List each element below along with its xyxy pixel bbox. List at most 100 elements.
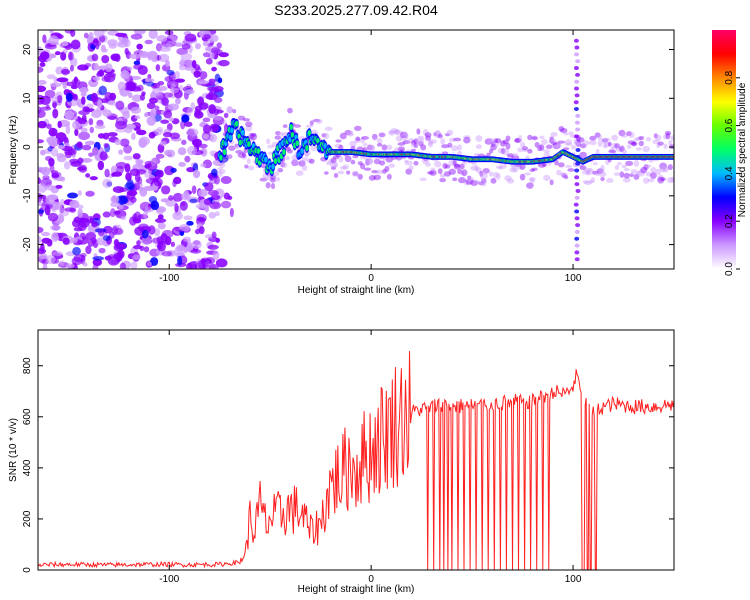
halo-blob: [567, 168, 575, 172]
noise-blob: [162, 92, 174, 98]
halo-blob: [265, 182, 271, 189]
halo-blob: [531, 167, 538, 171]
noise-blob: [38, 226, 44, 234]
noise-blob: [38, 183, 47, 193]
halo-blob: [420, 144, 427, 151]
noise-blob: [202, 40, 209, 47]
ridge-mid: [289, 123, 293, 130]
noise-blob: [154, 228, 161, 237]
halo-blob: [241, 151, 247, 159]
halo-blob: [399, 135, 408, 141]
noise-blob: [116, 195, 128, 205]
noise-blob: [197, 259, 209, 269]
halo-blob: [515, 137, 521, 143]
noise-blob: [38, 139, 45, 144]
halo-blob: [495, 172, 501, 180]
noise-blob: [178, 161, 186, 167]
noise-blob: [160, 185, 171, 195]
halo-blob: [609, 146, 615, 153]
ridge-mid: [256, 148, 261, 155]
halo-blob: [470, 180, 479, 186]
halo-blob: [411, 143, 417, 148]
noise-blob: [162, 131, 173, 138]
halo-blob: [419, 177, 427, 182]
noise-blob: [80, 127, 88, 133]
noise-blob: [136, 240, 141, 246]
noise-blob: [78, 164, 88, 173]
noise-blob: [158, 53, 170, 63]
noise-blob: [144, 39, 153, 45]
noise-blob: [77, 204, 84, 210]
halo-blob: [384, 166, 390, 172]
halo-blob: [650, 172, 657, 179]
noise-blob: [77, 190, 82, 196]
noise-blob: [172, 192, 183, 202]
halo-blob: [366, 144, 373, 151]
halo-blob: [518, 134, 523, 142]
noise-blob: [214, 73, 221, 82]
noise-blob: [174, 78, 186, 83]
halo-blob: [630, 169, 638, 174]
y-tick-label: 20: [22, 44, 33, 56]
halo-blob: [659, 165, 667, 173]
colorbar-tick-label: 0.6: [724, 118, 735, 132]
noise-blob: [70, 237, 78, 243]
halo-blob: [606, 177, 614, 183]
noise-blob: [119, 138, 130, 147]
halo-blob: [334, 143, 343, 149]
noise-blob: [148, 131, 156, 139]
ridge-mid: [316, 137, 320, 144]
noise-blob: [79, 217, 89, 224]
halo-blob: [418, 141, 424, 147]
halo-blob: [543, 152, 551, 157]
halo-blob: [543, 174, 551, 181]
halo-blob: [585, 170, 591, 176]
snr-y-axis: 0 200 400 600 800: [22, 357, 674, 573]
halo-blob: [416, 128, 421, 135]
noise-blob: [197, 80, 209, 85]
halo-blob: [376, 137, 383, 145]
halo-blob: [448, 168, 457, 175]
halo-blob: [608, 149, 617, 154]
noise-blob: [38, 177, 41, 185]
noise-blob: [91, 109, 102, 118]
noise-blob: [146, 102, 156, 110]
halo-blob: [363, 156, 372, 161]
noise-blob: [65, 263, 75, 269]
noise-blob: [144, 171, 152, 179]
noise-blob: [88, 118, 94, 126]
streak-blob: [573, 38, 579, 43]
halo-blob: [347, 130, 354, 136]
noise-blob: [161, 229, 174, 238]
halo-blob: [483, 168, 490, 175]
halo-blob: [554, 144, 559, 148]
halo-blob: [650, 167, 657, 174]
noise-blob: [130, 261, 138, 269]
noise-blob: [42, 263, 48, 269]
noise-blob: [211, 66, 217, 72]
noise-blob: [150, 200, 160, 211]
halo-blob: [545, 144, 553, 150]
noise-blob: [167, 103, 180, 111]
noise-blob: [181, 114, 190, 123]
halo-blob: [640, 166, 648, 174]
halo-blob: [517, 147, 524, 153]
noise-blob: [47, 146, 53, 152]
streak-blob: [574, 195, 580, 200]
noise-blob: [141, 236, 152, 246]
noise-blob: [118, 149, 124, 155]
ridge-mid: [271, 163, 275, 170]
halo-blob: [381, 144, 388, 151]
noise-blob: [46, 136, 57, 144]
streak-blob: [574, 168, 580, 173]
halo-blob: [604, 137, 611, 142]
noise-blob: [181, 139, 187, 146]
noise-blob: [88, 152, 94, 157]
noise-blob: [154, 105, 160, 111]
halo-blob: [335, 139, 342, 143]
halo-blob: [645, 137, 652, 142]
noise-blob: [207, 189, 219, 197]
halo-blob: [499, 140, 507, 147]
noise-blob: [176, 244, 186, 252]
halo-blob: [655, 134, 662, 141]
